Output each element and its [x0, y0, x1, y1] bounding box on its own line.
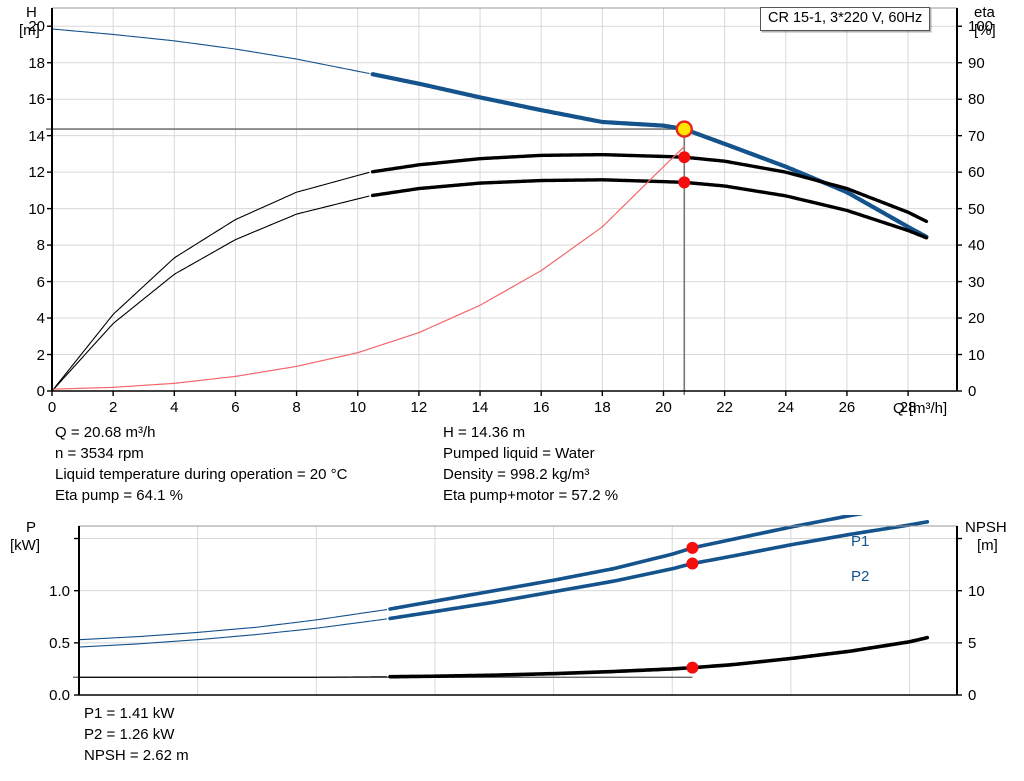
bottom-chart-y-right-tick-label: 0 — [968, 687, 977, 704]
top-chart-x-tick-label: 6 — [231, 399, 240, 416]
duty-info-n: n = 3534 rpm — [55, 445, 144, 462]
duty-info-liquid: Pumped liquid = Water — [443, 445, 595, 462]
power-info-p1: P1 = 1.41 kW — [84, 705, 175, 722]
duty-info-h: H = 14.36 m — [443, 424, 526, 441]
curve-label-p2: P2 — [851, 568, 870, 585]
top-chart-y-right-tick-label: 80 — [968, 91, 985, 109]
top-chart-y-right-tick-label: 10 — [968, 346, 985, 364]
top-chart-x-tick-label: 12 — [410, 399, 428, 416]
top-chart-x-tick-label: 26 — [838, 399, 856, 416]
top-chart-y-right-title-eta: eta — [974, 4, 995, 21]
bottom-chart-y-left-unit-kw: [kW] — [10, 537, 40, 554]
top-chart-x-tick-label: 20 — [655, 399, 672, 416]
duty-info-eta-pump-motor: Eta pump+motor = 57.2 % — [443, 487, 619, 504]
bottom-chart-y-left-tick-label: 0.0 — [49, 687, 70, 704]
top-chart-y-left-tick-label: 20 — [28, 18, 45, 36]
top-chart-y-left-tick-label: 4 — [36, 310, 45, 328]
top-chart-y-left-tick-label: 18 — [28, 54, 45, 72]
bottom-chart-y-right-unit-m: [m] — [977, 537, 998, 554]
duty-info-eta-pump: Eta pump = 64.1 % — [55, 487, 183, 504]
top-chart-y-left-tick-label: 16 — [28, 91, 45, 109]
bottom-chart-y-left-title-p: P — [26, 519, 37, 536]
top-chart-y-left-unit-m: [m] — [19, 22, 40, 39]
top-chart-x-tick-label: 18 — [593, 399, 611, 416]
top-chart-y-left-tick-label: 0 — [36, 383, 45, 400]
top-chart-y-right-tick-label: 100 — [968, 18, 994, 36]
top-chart-x-tick-label: 10 — [349, 399, 367, 416]
top-chart-y-left-tick-label: 2 — [36, 346, 45, 364]
bottom-chart-y-right-tick-label: 5 — [968, 634, 977, 652]
power-npsh-chart — [73, 515, 962, 696]
top-chart-y-right-tick-label: 60 — [968, 164, 985, 182]
bottom-chart-y-left-tick-label: 0.5 — [49, 634, 70, 652]
top-chart-x-tick-label: 0 — [47, 399, 57, 416]
top-chart-x-tick-label: 16 — [532, 399, 550, 416]
top-chart-y-left-tick-label: 12 — [28, 164, 45, 182]
top-chart-y-right-tick-label: 0 — [968, 383, 977, 400]
top-chart-y-right-tick-label: 90 — [968, 54, 985, 72]
top-chart-y-left-tick-label: 14 — [28, 127, 45, 145]
head-efficiency-chart — [46, 7, 962, 396]
top-chart-y-right-tick-label: 30 — [968, 273, 985, 291]
curve-label-p1: P1 — [851, 533, 870, 550]
duty-info-q: Q = 20.68 m³/h — [55, 424, 156, 441]
top-chart-x-tick-label: 22 — [716, 399, 733, 416]
top-chart-y-left-title-h: H — [26, 4, 37, 21]
duty-info-density: Density = 998.2 kg/m³ — [443, 466, 590, 483]
top-chart-y-left-tick-label: 6 — [36, 273, 45, 291]
legend-box: CR 15-1, 3*220 V, 60Hz — [760, 7, 931, 31]
bottom-chart-y-right-title-npsh: NPSH — [965, 519, 1007, 536]
top-chart-y-left-tick-label: 8 — [36, 237, 45, 255]
power-info-p2: P2 = 1.26 kW — [84, 726, 175, 743]
top-chart-y-right-tick-label: 40 — [968, 237, 985, 255]
top-chart-y-left-tick-label: 10 — [28, 200, 45, 218]
bottom-chart-y-right-tick-label: 10 — [968, 582, 985, 600]
top-chart-y-right-unit-pct: [%] — [974, 22, 996, 39]
top-chart-x-tick-label: 24 — [777, 399, 795, 416]
bottom-chart-y-left-tick-label: 1.0 — [49, 582, 70, 600]
top-chart-y-right-tick-label: 50 — [968, 200, 985, 218]
top-chart-x-tick-label: 4 — [170, 399, 179, 416]
top-chart-y-right-tick-label: 20 — [968, 310, 985, 328]
top-chart-x-title-q: Q [m³/h] — [893, 400, 948, 417]
power-info-npsh: NPSH = 2.62 m — [84, 747, 189, 764]
top-chart-y-right-tick-label: 70 — [968, 127, 985, 145]
duty-info-temp: Liquid temperature during operation = 20… — [55, 466, 348, 483]
top-chart-x-tick-label: 28 — [899, 399, 917, 416]
top-chart-x-tick-label: 8 — [292, 399, 301, 416]
top-chart-x-tick-label: 2 — [108, 399, 118, 416]
top-chart-x-tick-label: 14 — [471, 399, 489, 416]
